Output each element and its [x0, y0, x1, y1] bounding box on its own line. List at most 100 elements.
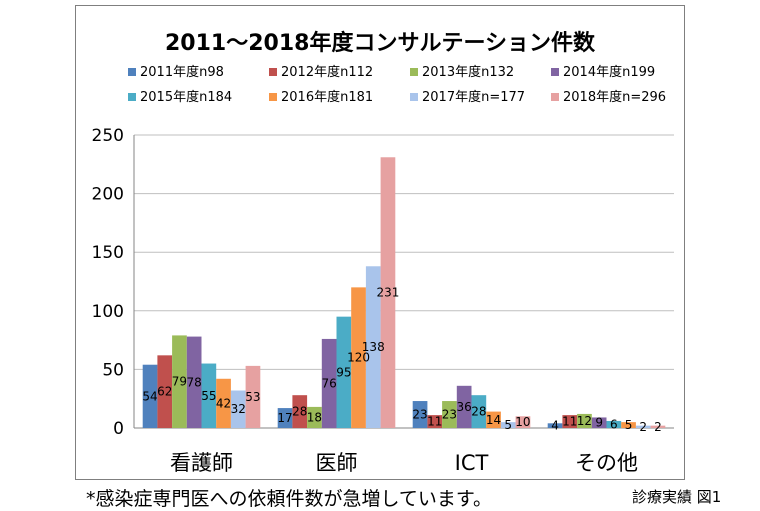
legend-swatch: [410, 93, 418, 101]
bar: [562, 415, 578, 428]
data-label: 53: [245, 390, 260, 404]
data-label: 11: [562, 415, 577, 429]
data-label: 138: [362, 340, 385, 354]
data-label: 2: [639, 420, 647, 434]
legend-label: 2017年度n=177: [422, 89, 525, 105]
bar: [500, 422, 516, 428]
bar: [650, 425, 666, 428]
bar: [412, 401, 428, 428]
data-label: 120: [347, 351, 370, 365]
legend-swatch: [410, 68, 418, 76]
bar: [547, 423, 563, 428]
chart-frame: 2011～2018年度コンサルテーション件数 2011年度n98 2012年度n1…: [75, 5, 685, 480]
bars: [142, 157, 666, 428]
bar: [172, 335, 187, 428]
data-label: 6: [610, 417, 618, 431]
bar: [577, 413, 592, 428]
bar: [201, 363, 217, 428]
data-label: 95: [336, 365, 351, 379]
data-label: 23: [412, 408, 427, 422]
bar: [336, 316, 352, 428]
y-tick-label: 200: [92, 185, 124, 205]
bar: [307, 406, 322, 428]
data-label: 10: [515, 415, 530, 429]
legend-label: 2015年度n184: [140, 89, 232, 105]
bar: [245, 365, 261, 428]
y-tick-label: 50: [102, 360, 124, 380]
footnote: *感染症専門医への依頼件数が急増しています。: [86, 488, 493, 510]
data-label: 54: [142, 389, 157, 403]
data-label: 5: [625, 418, 633, 432]
data-label: 14: [486, 413, 501, 427]
bar: [515, 416, 531, 428]
x-category-label: 看護師: [170, 451, 233, 475]
bar: [621, 422, 636, 428]
data-label: 36: [457, 400, 472, 414]
x-category-label: その他: [575, 451, 638, 475]
bar: [277, 408, 293, 428]
legend-swatch: [269, 93, 277, 101]
legend-label: 2018年度n=296: [563, 89, 666, 105]
data-label: 4: [551, 419, 559, 433]
data-label: 55: [201, 389, 216, 403]
legend-label: 2011年度n98: [140, 64, 224, 80]
legend-swatch: [128, 93, 136, 101]
data-label: 42: [216, 396, 231, 410]
y-tick-label: 100: [92, 302, 124, 322]
bar: [186, 336, 202, 428]
data-label: 23: [442, 408, 457, 422]
data-label: 2: [654, 420, 662, 434]
bar: [230, 390, 246, 428]
x-axis: 看護師 医師 ICT その他: [170, 451, 638, 475]
y-tick-label: 150: [92, 243, 124, 263]
bar: [142, 364, 158, 428]
x-category-label: ICT: [455, 451, 489, 475]
x-category-label: 医師: [316, 451, 358, 475]
data-label: 18: [307, 410, 322, 424]
bar: [216, 378, 231, 428]
bar: [471, 395, 487, 428]
legend-swatch: [551, 68, 559, 76]
data-label: 12: [577, 414, 592, 428]
bar: [157, 355, 173, 428]
bar: [365, 266, 381, 428]
data-label: 32: [231, 402, 246, 416]
data-label: 62: [157, 385, 172, 399]
data-label: 78: [187, 375, 202, 389]
legend: 2011年度n98 2012年度n112 2013年度n132 2014年度n199 2…: [128, 64, 666, 105]
bar-chart: 2011～2018年度コンサルテーション件数 2011年度n98 2012年度n1…: [92, 30, 674, 475]
y-axis: 0 50 100 150 200 250: [92, 126, 135, 439]
bar: [380, 157, 396, 428]
legend-label: 2016年度n181: [281, 89, 373, 105]
bar: [321, 338, 337, 428]
bar: [456, 385, 472, 428]
bar: [591, 417, 607, 428]
bar: [606, 420, 622, 428]
bar: [351, 287, 366, 428]
data-label: 17: [277, 411, 292, 425]
data-label: 231: [376, 286, 399, 300]
data-label: 79: [172, 375, 187, 389]
data-label: 9: [595, 416, 603, 430]
legend-label: 2013年度n132: [422, 64, 514, 80]
bar: [635, 425, 651, 428]
bar: [486, 411, 501, 428]
y-tick-label: 250: [92, 126, 124, 146]
bar: [427, 415, 443, 428]
data-label: 76: [322, 376, 337, 390]
legend-swatch: [269, 68, 277, 76]
bar: [292, 395, 308, 428]
legend-swatch: [128, 68, 136, 76]
y-tick-label: 0: [113, 419, 124, 439]
figure-caption: 診療実績 図1: [632, 488, 722, 506]
data-label: 28: [292, 405, 307, 419]
legend-label: 2014年度n199: [563, 64, 655, 80]
chart-title: 2011～2018年度コンサルテーション件数: [165, 30, 596, 56]
data-label: 5: [504, 418, 512, 432]
bar: [442, 401, 457, 428]
data-label: 11: [427, 415, 442, 429]
legend-label: 2012年度n112: [281, 64, 373, 80]
data-label: 28: [471, 405, 486, 419]
legend-swatch: [551, 93, 559, 101]
